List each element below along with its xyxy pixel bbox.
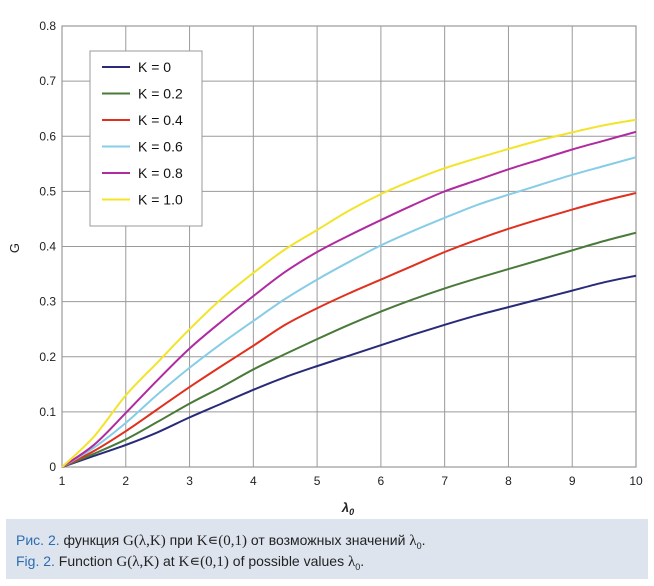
caption-ru-formula: G(λ,K) (123, 533, 166, 549)
caption-ru-var-sub: 0 (416, 540, 422, 551)
x-tick-label: 9 (569, 474, 576, 488)
y-tick-label: 0.2 (39, 350, 56, 364)
caption-en-text: Function (54, 553, 117, 569)
x-tick-label: 6 (378, 474, 385, 488)
y-tick-label: 0.7 (39, 74, 56, 88)
legend-label: K = 0.6 (138, 139, 183, 155)
figure-caption: Рис. 2. функция G(λ,K) при K∊(0,1) от во… (6, 519, 648, 579)
legend-label: K = 0 (138, 59, 171, 75)
y-tick-label: 0.1 (39, 405, 56, 419)
x-tick-label: 10 (629, 474, 643, 488)
caption-en-set: K∊(0,1) (178, 554, 229, 570)
x-tick-label: 2 (122, 474, 129, 488)
caption-en-text-2: at (159, 553, 179, 569)
caption-ru: Рис. 2. функция G(λ,K) при K∊(0,1) от во… (16, 531, 426, 551)
caption-en-formula: G(λ,K) (116, 554, 160, 570)
caption-ru-prefix: Рис. 2. (16, 532, 60, 548)
y-tick-label: 0.6 (39, 129, 56, 143)
y-axis-label: G (7, 243, 22, 253)
x-tick-label: 8 (505, 474, 512, 488)
series-line-1 (61, 274, 637, 468)
caption-ru-text: функция (59, 532, 124, 548)
caption-en-var-sub: 0 (355, 561, 361, 572)
x-tick-label: 7 (441, 474, 448, 488)
series-line-2 (61, 231, 637, 468)
x-tick-label: 3 (186, 474, 193, 488)
caption-ru-end: . (421, 532, 426, 548)
series-line-3 (61, 192, 637, 468)
caption-en-var: λ (347, 554, 356, 570)
caption-ru-var: λ (409, 533, 417, 549)
x-tick-label: 1 (59, 474, 66, 488)
caption-ru-set: K∊(0,1) (196, 533, 248, 549)
series-line-5 (61, 130, 637, 468)
tick-labels: 1 2 3 4 5 6 7 8 9 10 0 0.1 0.2 0.3 0.4 0.5 0.6 0.7 0.8 (39, 19, 643, 488)
caption-ru-text-3: от возможных значений (247, 532, 410, 548)
y-tick-label: 0.4 (39, 240, 56, 254)
y-tick-label: 0.5 (39, 184, 56, 198)
caption-en-text-3: of possible values (228, 553, 348, 569)
series-lines (61, 118, 637, 468)
x-tick-label: 5 (314, 474, 321, 488)
x-axis-label-main: λ (341, 500, 349, 515)
legend-label: K = 0.4 (138, 112, 183, 128)
series-line-6 (61, 118, 637, 468)
legend: K = 0 K = 0.2 K = 0.4 K = 0.6 K = 0.8 K = 1.0 (89, 50, 203, 227)
y-tick-label: 0 (49, 460, 56, 474)
legend-label: K = 0.8 (138, 165, 183, 181)
caption-ru-text-2: при (165, 532, 197, 548)
legend-label: K = 0.2 (138, 86, 183, 102)
x-axis-label: λ0 (341, 500, 354, 517)
series-line-4 (61, 156, 637, 468)
caption-en: Fig. 2. Function G(λ,K) at K∊(0,1) of po… (16, 552, 364, 572)
legend-label: K = 1.0 (138, 192, 183, 208)
caption-en-end: . (360, 553, 365, 569)
x-axis-label-subscript: 0 (349, 507, 354, 517)
x-tick-label: 4 (250, 474, 257, 488)
y-tick-label: 0.3 (39, 295, 56, 309)
caption-en-prefix: Fig. 2. (16, 553, 55, 569)
y-tick-label: 0.8 (39, 19, 56, 33)
legend-box (89, 50, 203, 227)
chart: 1 2 3 4 5 6 7 8 9 10 0 0.1 0.2 0.3 0.4 0.5 0.6 0.7 0.8 K =… (7, 19, 643, 517)
